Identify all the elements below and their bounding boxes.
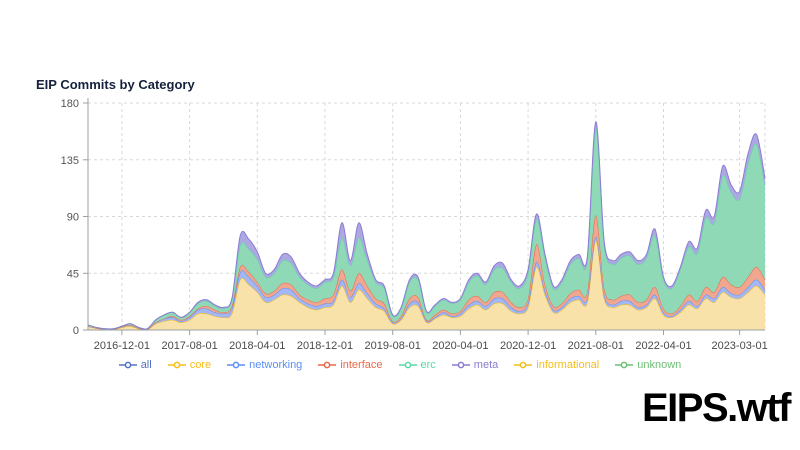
- legend-label: networking: [249, 359, 303, 371]
- area-core: [88, 240, 765, 330]
- legend-marker-core: [167, 361, 186, 369]
- x-tick-label: 2020-12-01: [500, 340, 556, 352]
- legend-marker-informational: [514, 361, 533, 369]
- x-tick-label: 2018-04-01: [229, 340, 285, 352]
- y-tick-label: 135: [61, 155, 79, 167]
- x-tick-label: 2018-12-01: [297, 340, 353, 352]
- legend-marker-unknown: [615, 361, 634, 369]
- legend-item-informational[interactable]: informational: [514, 358, 599, 372]
- x-tick-label: 2020-04-01: [432, 340, 488, 352]
- legend-item-all[interactable]: all: [118, 358, 152, 372]
- x-tick-label: 2023-03-01: [711, 340, 767, 352]
- x-tick-label: 2019-08-01: [365, 340, 421, 352]
- legend-label: interface: [340, 359, 383, 371]
- legend-marker-all: [118, 361, 137, 369]
- legend-label: core: [189, 359, 212, 371]
- legend-label: erc: [420, 359, 436, 371]
- legend-marker-meta: [451, 361, 470, 369]
- legend-item-interface[interactable]: interface: [318, 358, 383, 372]
- legend-item-unknown[interactable]: unknown: [615, 358, 681, 372]
- area-erc: [88, 128, 765, 330]
- legend-label: meta: [473, 359, 499, 371]
- chart-title: EIP Commits by Category: [36, 77, 195, 92]
- area-outline-meta: [87, 121, 766, 330]
- legend-item-meta[interactable]: meta: [451, 358, 499, 372]
- chart-legend: all core networking interface erc meta informa…: [0, 358, 800, 372]
- y-tick-label: 45: [67, 268, 79, 280]
- legend-item-core[interactable]: core: [167, 358, 212, 372]
- legend-item-networking[interactable]: networking: [227, 358, 302, 372]
- x-tick-label: 2017-08-01: [161, 340, 217, 352]
- legend-item-erc[interactable]: erc: [398, 358, 436, 372]
- x-tick-label: 2016-12-01: [94, 340, 150, 352]
- y-tick-label: 180: [61, 98, 79, 110]
- legend-label: all: [140, 359, 152, 371]
- legend-label: unknown: [637, 359, 682, 371]
- legend-marker-erc: [398, 361, 417, 369]
- legend-marker-interface: [318, 361, 337, 369]
- x-tick-label: 2021-08-01: [568, 340, 624, 352]
- legend-marker-networking: [227, 361, 246, 369]
- x-tick-label: 2022-04-01: [635, 340, 691, 352]
- legend-label: informational: [536, 359, 600, 371]
- y-tick-label: 90: [67, 212, 79, 224]
- y-tick-label: 0: [73, 325, 79, 337]
- eips-wtf-logo[interactable]: EIPS.wtf: [641, 386, 792, 430]
